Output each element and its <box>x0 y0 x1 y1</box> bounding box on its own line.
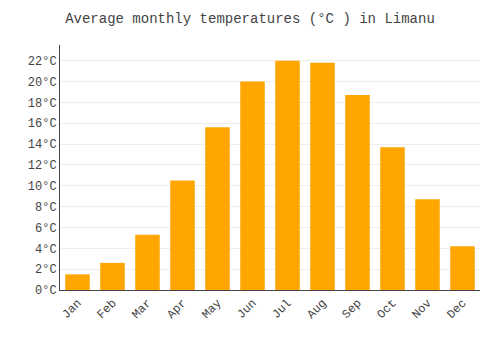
svg-text:12°C: 12°C <box>28 159 57 173</box>
svg-text:Average monthly temperatures (: Average monthly temperatures (°C ) in Li… <box>65 11 435 27</box>
svg-text:Jul: Jul <box>269 297 294 322</box>
svg-text:2°C: 2°C <box>35 263 57 277</box>
svg-text:Sep: Sep <box>339 297 364 322</box>
svg-text:Feb: Feb <box>94 297 119 322</box>
svg-text:May: May <box>199 297 224 322</box>
svg-text:14°C: 14°C <box>28 138 57 152</box>
svg-text:Jun: Jun <box>234 297 259 322</box>
svg-text:Nov: Nov <box>409 297 434 322</box>
svg-text:20°C: 20°C <box>28 76 57 90</box>
svg-text:0°C: 0°C <box>35 284 57 298</box>
svg-text:16°C: 16°C <box>28 117 57 131</box>
svg-text:6°C: 6°C <box>35 222 57 236</box>
svg-text:10°C: 10°C <box>28 180 57 194</box>
svg-text:22°C: 22°C <box>28 55 57 69</box>
svg-text:Oct: Oct <box>374 297 399 322</box>
svg-text:18°C: 18°C <box>28 97 57 111</box>
svg-text:Aug: Aug <box>304 297 329 322</box>
svg-text:Dec: Dec <box>444 297 469 322</box>
svg-text:8°C: 8°C <box>35 201 57 215</box>
svg-text:Apr: Apr <box>164 297 189 322</box>
svg-text:Jan: Jan <box>59 297 84 322</box>
svg-text:Mar: Mar <box>129 297 154 322</box>
svg-text:4°C: 4°C <box>35 243 57 257</box>
